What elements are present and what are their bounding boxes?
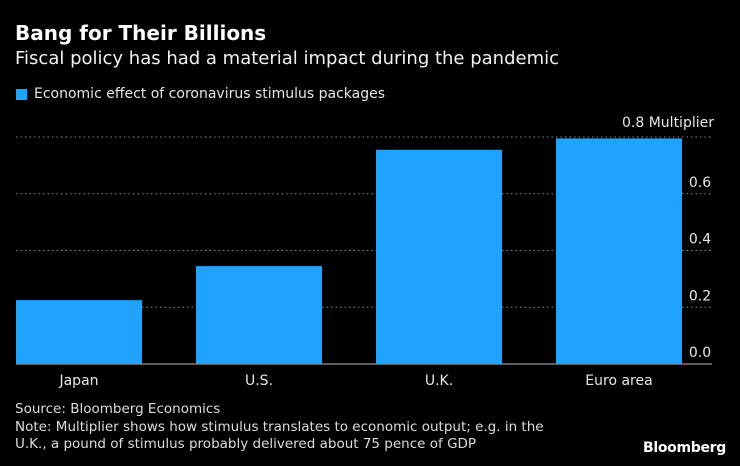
bar-japan bbox=[16, 300, 142, 364]
y-tick-label: 0.8 Multiplier bbox=[622, 115, 714, 131]
chart-title: Bang for Their Billions bbox=[15, 21, 267, 45]
x-tick-label: U.S. bbox=[245, 373, 273, 389]
legend: Economic effect of coronavirus stimulus … bbox=[16, 86, 385, 102]
chart-subtitle: Fiscal policy has had a material impact … bbox=[15, 48, 560, 69]
legend-swatch bbox=[16, 88, 27, 100]
note-line-1: Note: Multiplier shows how stimulus tran… bbox=[15, 418, 544, 435]
legend-label: Economic effect of coronavirus stimulus … bbox=[34, 86, 386, 102]
y-tick-label: 0.4 bbox=[689, 232, 711, 248]
bloomberg-logo: Bloomberg bbox=[642, 440, 726, 456]
x-tick-label: U.K. bbox=[425, 373, 453, 389]
x-tick-label: Euro area bbox=[585, 373, 652, 389]
y-tick-label: 0.2 bbox=[689, 288, 711, 304]
bar-u-k bbox=[376, 149, 502, 364]
y-tick-label: 0.6 bbox=[689, 175, 711, 191]
note-line-2: U.K., a pound of stimulus probably deliv… bbox=[15, 436, 477, 452]
bar-euro-area bbox=[556, 138, 682, 364]
source-text: Source: Bloomberg Economics bbox=[15, 401, 221, 417]
x-tick-label: Japan bbox=[58, 373, 98, 389]
bar-u-s bbox=[196, 266, 322, 364]
chart-footnote: Source: Bloomberg Economics Note: Multip… bbox=[15, 401, 544, 454]
y-tick-label: 0.0 bbox=[689, 345, 711, 361]
